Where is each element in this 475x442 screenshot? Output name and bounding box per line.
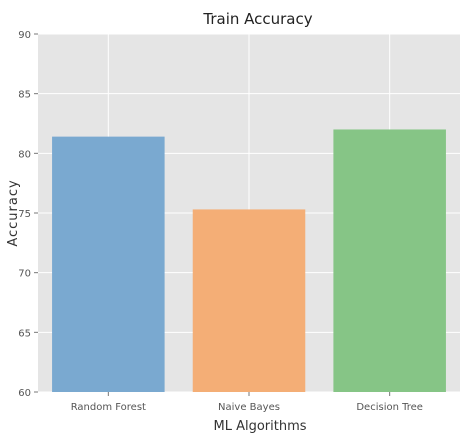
y-tick-label: 65 xyxy=(18,328,31,339)
x-ticks: Random Forest Naive Bayes Decision Tree xyxy=(71,392,423,413)
bar-naive-bayes xyxy=(192,209,306,392)
y-tick-label: 90 xyxy=(18,30,31,41)
y-tick-label: 60 xyxy=(18,388,31,399)
y-ticks: 60 65 70 75 80 85 90 xyxy=(18,30,38,399)
y-tick-label: 80 xyxy=(18,149,31,160)
x-tick-label: Random Forest xyxy=(71,402,146,413)
y-tick-label: 75 xyxy=(18,209,31,220)
x-tick-label: Decision Tree xyxy=(356,402,423,413)
x-axis-label: ML Algorithms xyxy=(213,419,306,434)
y-tick-label: 70 xyxy=(18,269,31,280)
bar-random-forest xyxy=(52,136,165,392)
chart-title: Train Accuracy xyxy=(202,10,312,28)
x-tick-label: Naive Bayes xyxy=(218,402,280,413)
bars-group xyxy=(52,129,446,392)
y-axis-label: Accuracy xyxy=(6,179,21,246)
y-tick-label: 85 xyxy=(18,90,31,101)
bar-decision-tree xyxy=(333,129,446,392)
